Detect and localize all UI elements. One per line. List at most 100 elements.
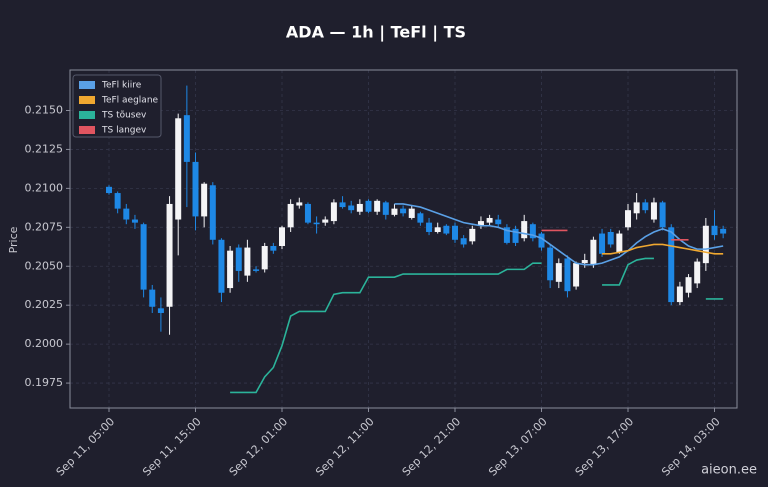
y-axis-label: Price bbox=[7, 226, 20, 253]
candle-body bbox=[382, 202, 389, 215]
candle-body bbox=[564, 258, 571, 292]
indicator-line bbox=[394, 203, 724, 266]
candle-body bbox=[650, 202, 657, 220]
candle-body bbox=[244, 247, 251, 276]
legend-swatch bbox=[79, 81, 95, 89]
candle-body bbox=[503, 227, 510, 243]
candle-body bbox=[131, 219, 138, 223]
candle-body bbox=[434, 227, 441, 232]
candle-body bbox=[261, 246, 268, 270]
candle-body bbox=[348, 205, 355, 211]
candle-body bbox=[408, 208, 415, 218]
y-tick-label: 0.2025 bbox=[25, 298, 64, 311]
watermark: aieon.ee bbox=[701, 463, 757, 478]
candle-body bbox=[391, 208, 398, 215]
candle-body bbox=[417, 213, 424, 223]
legend-box bbox=[72, 74, 162, 138]
candle-body bbox=[668, 227, 675, 303]
candle-body bbox=[521, 221, 528, 239]
legend-swatch bbox=[79, 111, 95, 119]
legend-label: TS langev bbox=[101, 126, 147, 136]
candle-body bbox=[547, 247, 554, 281]
y-tick-label: 0.2125 bbox=[25, 142, 64, 155]
candle-body bbox=[573, 263, 580, 287]
candle-body bbox=[209, 185, 216, 240]
plot-frame bbox=[69, 69, 738, 409]
candle-body bbox=[599, 233, 606, 254]
candle-body bbox=[365, 200, 372, 212]
chart-title: ADA — 1h | TeFl | TS bbox=[286, 23, 466, 43]
candle-body bbox=[322, 219, 329, 223]
candle-body bbox=[676, 286, 683, 303]
candle-body bbox=[123, 208, 130, 220]
candle-body bbox=[642, 202, 649, 211]
candle-body bbox=[227, 250, 234, 289]
legend-label: TeFl aeglane bbox=[101, 96, 159, 106]
candle-body bbox=[304, 203, 311, 223]
candle-body bbox=[157, 308, 164, 313]
candle-body bbox=[330, 202, 337, 222]
candle-body bbox=[287, 203, 294, 228]
candle-body bbox=[279, 227, 285, 247]
candle-body bbox=[659, 202, 666, 228]
legend-swatch bbox=[79, 96, 95, 104]
candle-body bbox=[694, 261, 701, 284]
candle-body bbox=[616, 233, 623, 253]
candle-body bbox=[426, 222, 433, 232]
candle-body bbox=[270, 246, 277, 251]
candle-body bbox=[201, 183, 208, 217]
legend-label: TS tõusev bbox=[101, 111, 147, 121]
candle-body bbox=[175, 118, 182, 220]
candle-body bbox=[374, 200, 381, 212]
legend-swatch bbox=[79, 126, 95, 134]
candle-body bbox=[452, 225, 458, 240]
y-tick-label: 0.2075 bbox=[25, 220, 64, 233]
candle-body bbox=[512, 228, 519, 243]
candle-body bbox=[296, 202, 303, 206]
candle-body bbox=[702, 225, 709, 264]
candle-body bbox=[720, 228, 727, 234]
candle-body bbox=[356, 203, 363, 212]
candle-body bbox=[590, 239, 597, 265]
candle-body bbox=[192, 161, 199, 217]
candle-body bbox=[685, 277, 692, 293]
candle-body bbox=[581, 260, 588, 264]
candle-body bbox=[106, 186, 112, 194]
candle-body bbox=[114, 193, 121, 209]
candle-body bbox=[339, 202, 346, 208]
candle-body bbox=[253, 269, 260, 271]
candle-body bbox=[555, 263, 562, 282]
candle-body bbox=[495, 219, 502, 225]
indicator-line bbox=[602, 243, 724, 255]
candle-body bbox=[469, 228, 476, 242]
legend-label: TeFl kiire bbox=[101, 81, 142, 91]
y-tick-label: 0.2150 bbox=[25, 103, 64, 116]
candle-body bbox=[529, 224, 536, 239]
candle-body bbox=[313, 222, 320, 225]
y-tick-label: 0.2100 bbox=[25, 181, 64, 194]
candle-body bbox=[477, 221, 484, 226]
y-tick-label: 0.1975 bbox=[25, 376, 64, 389]
candle-body bbox=[607, 231, 614, 245]
candle-body bbox=[711, 225, 718, 236]
y-tick-label: 0.2050 bbox=[25, 259, 64, 272]
candle-body bbox=[538, 233, 545, 248]
candle-body bbox=[149, 289, 156, 307]
legend: TeFl kiire TeFl aeglane TS tõusev TS langev bbox=[72, 74, 162, 138]
candle-body bbox=[218, 239, 225, 293]
indicator-line bbox=[230, 257, 724, 394]
candle-body bbox=[460, 238, 467, 245]
candle-body bbox=[235, 247, 242, 271]
candle-body bbox=[140, 224, 147, 290]
candle-body bbox=[625, 210, 631, 228]
candle-body bbox=[400, 208, 407, 214]
candle-body bbox=[166, 203, 173, 307]
candle-body bbox=[633, 202, 640, 214]
candle-body bbox=[486, 217, 493, 223]
indicator-line bbox=[541, 229, 689, 241]
candle-body bbox=[183, 115, 190, 162]
candle-body bbox=[443, 225, 450, 234]
y-tick-label: 0.2000 bbox=[25, 337, 64, 350]
